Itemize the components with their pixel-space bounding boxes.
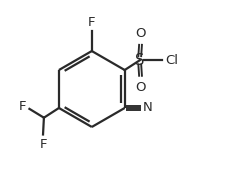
Text: S: S — [134, 53, 144, 68]
Text: F: F — [88, 16, 95, 29]
Text: F: F — [39, 138, 47, 151]
Text: N: N — [142, 101, 151, 114]
Text: F: F — [18, 100, 26, 113]
Text: O: O — [135, 27, 145, 40]
Text: Cl: Cl — [164, 54, 177, 67]
Text: O: O — [135, 81, 145, 94]
